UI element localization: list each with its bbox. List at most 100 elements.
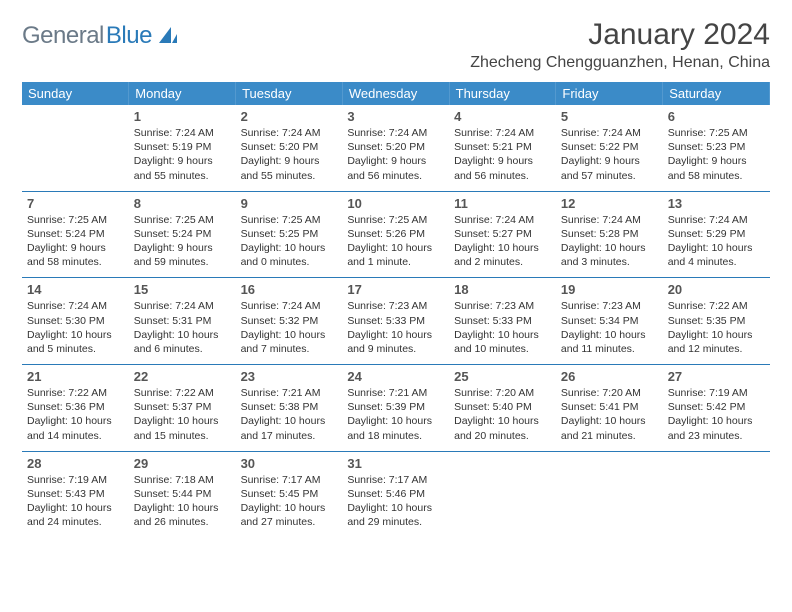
col-saturday: Saturday [663, 82, 770, 105]
day-details: Sunrise: 7:21 AM Sunset: 5:39 PM Dayligh… [347, 386, 444, 443]
day-number: 22 [134, 369, 231, 384]
week-row: 28 Sunrise: 7:19 AM Sunset: 5:43 PM Dayli… [22, 451, 770, 537]
day-details: Sunrise: 7:24 AM Sunset: 5:21 PM Dayligh… [454, 126, 551, 183]
col-sunday: Sunday [22, 82, 129, 105]
col-tuesday: Tuesday [236, 82, 343, 105]
day-cell: 23 Sunrise: 7:21 AM Sunset: 5:38 PM Dayli… [236, 365, 343, 452]
day-cell [663, 451, 770, 537]
day-details: Sunrise: 7:25 AM Sunset: 5:23 PM Dayligh… [668, 126, 765, 183]
day-details: Sunrise: 7:24 AM Sunset: 5:32 PM Dayligh… [241, 299, 338, 356]
week-row: 21 Sunrise: 7:22 AM Sunset: 5:36 PM Dayli… [22, 365, 770, 452]
day-number: 12 [561, 196, 658, 211]
location: Zhecheng Chengguanzhen, Henan, China [470, 54, 770, 72]
header: General Blue January 2024 Zhecheng Cheng… [22, 18, 770, 72]
day-number: 27 [668, 369, 765, 384]
day-cell: 4 Sunrise: 7:24 AM Sunset: 5:21 PM Daylig… [449, 105, 556, 191]
day-cell: 29 Sunrise: 7:18 AM Sunset: 5:44 PM Dayli… [129, 451, 236, 537]
day-details: Sunrise: 7:24 AM Sunset: 5:20 PM Dayligh… [241, 126, 338, 183]
day-cell: 27 Sunrise: 7:19 AM Sunset: 5:42 PM Dayli… [663, 365, 770, 452]
day-details: Sunrise: 7:24 AM Sunset: 5:22 PM Dayligh… [561, 126, 658, 183]
day-number: 1 [134, 109, 231, 124]
day-cell: 24 Sunrise: 7:21 AM Sunset: 5:39 PM Dayli… [342, 365, 449, 452]
day-number: 23 [241, 369, 338, 384]
day-cell: 13Sunrise: 7:24 AM Sunset: 5:29 PM Dayli… [663, 191, 770, 278]
day-cell: 17Sunrise: 7:23 AM Sunset: 5:33 PM Dayli… [342, 278, 449, 365]
day-number: 28 [27, 456, 124, 471]
day-cell [449, 451, 556, 537]
day-number: 18 [454, 282, 551, 297]
day-details: Sunrise: 7:24 AM Sunset: 5:20 PM Dayligh… [347, 126, 444, 183]
day-number: 5 [561, 109, 658, 124]
day-details: Sunrise: 7:18 AM Sunset: 5:44 PM Dayligh… [134, 473, 231, 530]
day-number: 4 [454, 109, 551, 124]
week-row: 7 Sunrise: 7:25 AM Sunset: 5:24 PM Daylig… [22, 191, 770, 278]
day-details: Sunrise: 7:22 AM Sunset: 5:35 PM Dayligh… [668, 299, 765, 356]
day-number: 19 [561, 282, 658, 297]
day-details: Sunrise: 7:20 AM Sunset: 5:41 PM Dayligh… [561, 386, 658, 443]
calendar-table: Sunday Monday Tuesday Wednesday Thursday… [22, 82, 770, 537]
day-cell: 9Sunrise: 7:25 AM Sunset: 5:25 PM Daylig… [236, 191, 343, 278]
day-number: 2 [241, 109, 338, 124]
day-cell: 16 Sunrise: 7:24 AM Sunset: 5:32 PM Dayli… [236, 278, 343, 365]
day-details: Sunrise: 7:21 AM Sunset: 5:38 PM Dayligh… [241, 386, 338, 443]
day-details: Sunrise: 7:24 AM Sunset: 5:27 PM Dayligh… [454, 213, 551, 270]
day-cell: 2 Sunrise: 7:24 AM Sunset: 5:20 PM Daylig… [236, 105, 343, 191]
day-details: Sunrise: 7:17 AM Sunset: 5:46 PM Dayligh… [347, 473, 444, 530]
day-number: 25 [454, 369, 551, 384]
col-wednesday: Wednesday [342, 82, 449, 105]
day-details: Sunrise: 7:24 AM Sunset: 5:19 PM Dayligh… [134, 126, 231, 183]
day-details: Sunrise: 7:24 AM Sunset: 5:31 PM Dayligh… [134, 299, 231, 356]
day-details: Sunrise: 7:25 AM Sunset: 5:24 PM Dayligh… [27, 213, 124, 270]
day-number: 29 [134, 456, 231, 471]
day-details: Sunrise: 7:25 AM Sunset: 5:24 PM Dayligh… [134, 213, 231, 270]
day-cell: 18 Sunrise: 7:23 AM Sunset: 5:33 PM Dayli… [449, 278, 556, 365]
month-title: January 2024 [470, 18, 770, 52]
day-cell: 11 Sunrise: 7:24 AM Sunset: 5:27 PM Dayli… [449, 191, 556, 278]
col-friday: Friday [556, 82, 663, 105]
day-number: 26 [561, 369, 658, 384]
day-details: Sunrise: 7:19 AM Sunset: 5:43 PM Dayligh… [27, 473, 124, 530]
day-details: Sunrise: 7:25 AM Sunset: 5:25 PM Dayligh… [241, 213, 338, 270]
day-details: Sunrise: 7:24 AM Sunset: 5:30 PM Dayligh… [27, 299, 124, 356]
day-cell: 28 Sunrise: 7:19 AM Sunset: 5:43 PM Dayli… [22, 451, 129, 537]
day-cell: 6 Sunrise: 7:25 AM Sunset: 5:23 PM Daylig… [663, 105, 770, 191]
day-number: 8 [134, 196, 231, 211]
day-number: 30 [241, 456, 338, 471]
day-details: Sunrise: 7:25 AM Sunset: 5:26 PM Dayligh… [347, 213, 444, 270]
week-row: 1 Sunrise: 7:24 AM Sunset: 5:19 PM Daylig… [22, 105, 770, 191]
day-cell: 1 Sunrise: 7:24 AM Sunset: 5:19 PM Daylig… [129, 105, 236, 191]
day-cell: 7 Sunrise: 7:25 AM Sunset: 5:24 PM Daylig… [22, 191, 129, 278]
day-cell: 21 Sunrise: 7:22 AM Sunset: 5:36 PM Dayli… [22, 365, 129, 452]
day-number: 24 [347, 369, 444, 384]
day-number: 7 [27, 196, 124, 211]
day-cell: 3 Sunrise: 7:24 AM Sunset: 5:20 PM Daylig… [342, 105, 449, 191]
day-cell [556, 451, 663, 537]
day-details: Sunrise: 7:23 AM Sunset: 5:33 PM Dayligh… [454, 299, 551, 356]
day-details: Sunrise: 7:22 AM Sunset: 5:37 PM Dayligh… [134, 386, 231, 443]
logo-sail-icon [157, 25, 179, 47]
day-number: 21 [27, 369, 124, 384]
day-cell: 8 Sunrise: 7:25 AM Sunset: 5:24 PM Daylig… [129, 191, 236, 278]
day-cell: 15Sunrise: 7:24 AM Sunset: 5:31 PM Dayli… [129, 278, 236, 365]
day-number: 20 [668, 282, 765, 297]
day-cell: 14 Sunrise: 7:24 AM Sunset: 5:30 PM Dayli… [22, 278, 129, 365]
logo: General Blue [22, 18, 179, 50]
day-cell: 10 Sunrise: 7:25 AM Sunset: 5:26 PM Dayli… [342, 191, 449, 278]
day-number: 13 [668, 196, 765, 211]
day-number: 14 [27, 282, 124, 297]
day-number: 16 [241, 282, 338, 297]
day-number: 6 [668, 109, 765, 124]
day-details: Sunrise: 7:23 AM Sunset: 5:34 PM Dayligh… [561, 299, 658, 356]
day-details: Sunrise: 7:22 AM Sunset: 5:36 PM Dayligh… [27, 386, 124, 443]
col-monday: Monday [129, 82, 236, 105]
day-cell: 12Sunrise: 7:24 AM Sunset: 5:28 PM Dayli… [556, 191, 663, 278]
day-number: 11 [454, 196, 551, 211]
day-cell: 19 Sunrise: 7:23 AM Sunset: 5:34 PM Dayli… [556, 278, 663, 365]
day-number: 10 [347, 196, 444, 211]
day-details: Sunrise: 7:19 AM Sunset: 5:42 PM Dayligh… [668, 386, 765, 443]
day-number: 17 [347, 282, 444, 297]
day-cell: 26 Sunrise: 7:20 AM Sunset: 5:41 PM Dayli… [556, 365, 663, 452]
day-number: 31 [347, 456, 444, 471]
day-cell [22, 105, 129, 191]
day-number: 3 [347, 109, 444, 124]
